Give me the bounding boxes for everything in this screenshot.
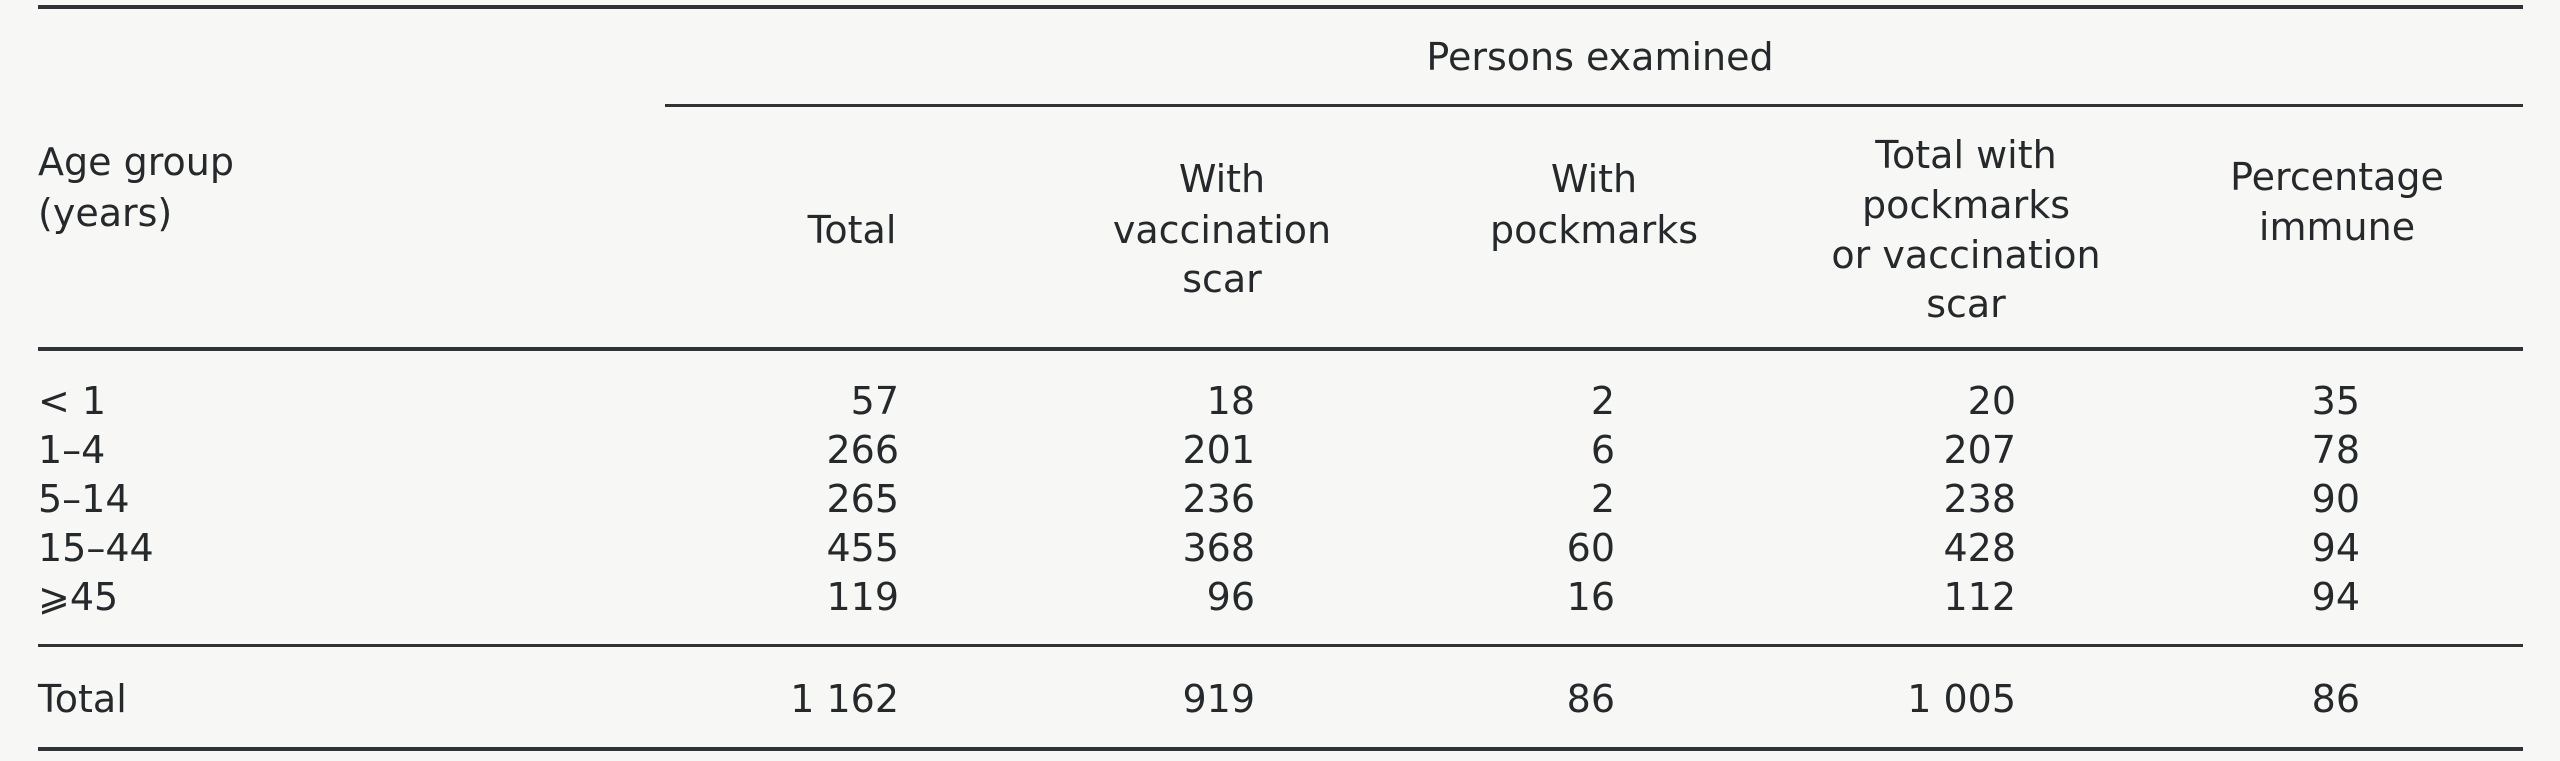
col-vaccination-scar-heading-1: With [1178, 157, 1266, 201]
cell-percentage-immune: 94 [2311, 526, 2360, 570]
total-top-rule [38, 644, 2523, 647]
col-pockmarks-heading-1: With [1550, 157, 1638, 201]
cell-total: 57 [850, 379, 899, 423]
cell-percentage-immune: 78 [2311, 428, 2360, 472]
row-age-label: 1–4 [38, 428, 106, 472]
row-age-label: < 1 [38, 379, 107, 423]
spanner-heading: Persons examined [1426, 35, 1774, 79]
cell-with-pockmarks: 16 [1566, 575, 1615, 619]
col-vaccination-scar-heading-2: vaccination [1112, 208, 1332, 252]
cell-total-pockmarks-or-scar: 238 [1943, 477, 2016, 521]
cell-with-pockmarks: 60 [1566, 526, 1615, 570]
col-percentage-immune-heading-1: Percentage [2230, 155, 2444, 199]
cell-with-vaccination-scar: 236 [1182, 477, 1255, 521]
cell-total: 119 [826, 575, 899, 619]
cell-with-pockmarks: 2 [1590, 477, 1615, 521]
header-bottom-rule [38, 347, 2523, 351]
col-pockmarks-heading-2: pockmarks [1490, 208, 1698, 252]
total-cell-with-pockmarks: 86 [1566, 677, 1615, 721]
stub-heading-line-2: (years) [38, 191, 173, 235]
cell-total-pockmarks-or-scar: 112 [1943, 575, 2016, 619]
col-total-pockmarks-or-scar-heading-3: or vaccination [1831, 233, 2101, 277]
cell-percentage-immune: 90 [2311, 477, 2360, 521]
total-cell-with-vaccination-scar: 919 [1182, 677, 1255, 721]
top-rule [38, 5, 2523, 9]
cell-total-pockmarks-or-scar: 428 [1943, 526, 2016, 570]
cell-total: 455 [826, 526, 899, 570]
row-age-label: 15–44 [38, 526, 154, 570]
row-age-label: 5–14 [38, 477, 130, 521]
total-cell-percentage-immune: 86 [2311, 677, 2360, 721]
col-percentage-immune-heading-2: immune [2258, 205, 2416, 249]
cell-percentage-immune: 35 [2311, 379, 2360, 423]
cell-percentage-immune: 94 [2311, 575, 2360, 619]
cell-with-vaccination-scar: 18 [1206, 379, 1255, 423]
cell-total-pockmarks-or-scar: 20 [1967, 379, 2016, 423]
cell-total: 266 [826, 428, 899, 472]
total-cell-total-pockmarks-or-scar: 1 005 [1907, 677, 2016, 721]
col-total-pockmarks-or-scar-heading-1: Total with [1875, 133, 2057, 177]
row-age-label: ⩾45 [38, 575, 119, 619]
spanner-rule [665, 104, 2523, 107]
col-vaccination-scar-heading-3: scar [1182, 257, 1262, 301]
col-total-heading: Total [807, 208, 897, 252]
cell-total-pockmarks-or-scar: 207 [1943, 428, 2016, 472]
total-row-label: Total [38, 677, 127, 721]
stub-heading-line-1: Age group [38, 140, 234, 184]
cell-with-vaccination-scar: 96 [1206, 575, 1255, 619]
cell-with-pockmarks: 2 [1590, 379, 1615, 423]
col-total-pockmarks-or-scar-heading-2: pockmarks [1862, 183, 2070, 227]
cell-with-pockmarks: 6 [1590, 428, 1615, 472]
total-cell-total: 1 162 [790, 677, 899, 721]
cell-with-vaccination-scar: 201 [1182, 428, 1255, 472]
bottom-rule [38, 747, 2523, 751]
cell-total: 265 [826, 477, 899, 521]
cell-with-vaccination-scar: 368 [1182, 526, 1255, 570]
col-total-pockmarks-or-scar-heading-4: scar [1926, 282, 2006, 326]
